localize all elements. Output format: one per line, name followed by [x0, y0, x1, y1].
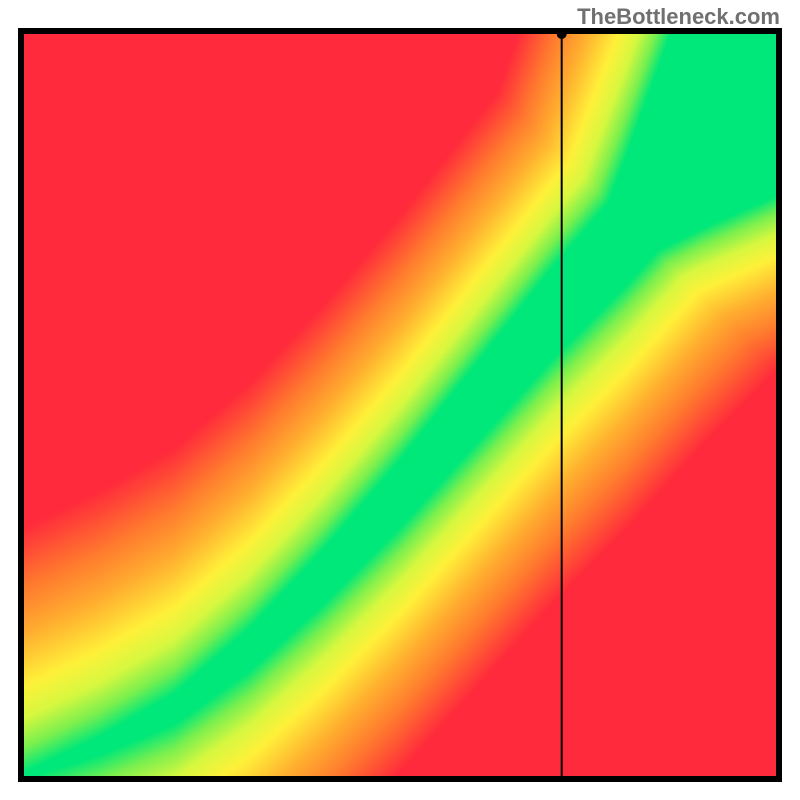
- watermark-text: TheBottleneck.com: [577, 4, 780, 30]
- heatmap-canvas: [24, 34, 776, 776]
- chart-frame: [18, 28, 782, 782]
- chart-container: TheBottleneck.com: [0, 0, 800, 800]
